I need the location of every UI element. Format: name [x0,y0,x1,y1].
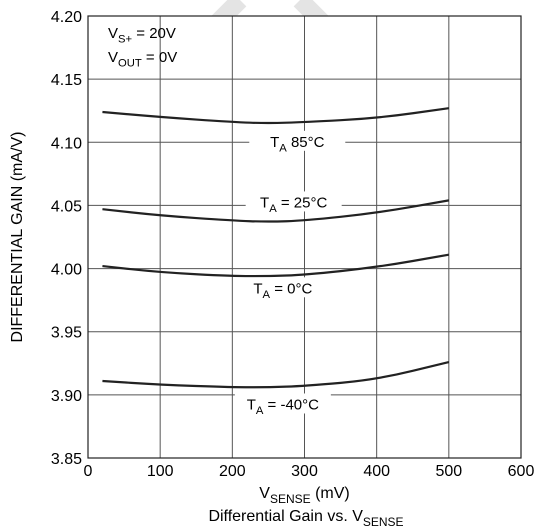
y-tick-label: 4.00 [51,262,82,279]
series-label: TA = 0°C [253,280,312,301]
series-label-bg [234,393,331,414]
series-label-bg [249,130,346,151]
x-axis-label: VSENSE (mV) [259,485,349,506]
series-line [102,199,450,223]
series-labels: TA 85°C TA = 25°C TA = 0°C TA = -40°C [234,130,346,417]
y-tick-label: 3.95 [51,325,82,342]
y-tick-label: 4.15 [51,72,82,89]
condition-text: VOUT = 0V [108,49,177,70]
chart-title: Differential Gain vs. VSENSE [208,508,403,529]
series-line [102,253,450,278]
x-tick-label: 200 [219,463,246,480]
x-tick-label: 0 [84,463,93,480]
axes: 0 100 200 300 400 500 600 3.85 3.90 3.95 4.00 4.05 4… [51,9,535,480]
series-line [102,360,450,389]
series-label: TA 85°C [270,134,325,155]
series-label-bg [234,277,331,298]
plot-border [87,15,522,459]
y-tick-label: 4.10 [51,135,82,152]
x-tick-label: 500 [435,463,462,480]
x-tick-label: 300 [291,463,318,480]
series-label: TA = 25°C [260,194,327,215]
y-tick-label: 3.90 [51,388,82,405]
series-line [102,107,449,125]
x-tick-label: 100 [147,463,174,480]
series-label: TA = -40°C [247,396,319,417]
series-group [102,107,450,389]
condition-text: VS+ = 20V [108,25,176,46]
series-label-bg [245,191,342,212]
test-conditions: VS+ = 20V VOUT = 0V [108,25,177,70]
y-tick-label: 3.85 [51,451,82,468]
x-tick-label: 400 [363,463,390,480]
x-tick-label: 600 [508,463,535,480]
y-tick-label: 4.20 [51,9,82,26]
y-axis-label: DIFFERENTIAL GAIN (mA/V) [9,132,26,343]
y-tick-label: 4.05 [51,198,82,215]
